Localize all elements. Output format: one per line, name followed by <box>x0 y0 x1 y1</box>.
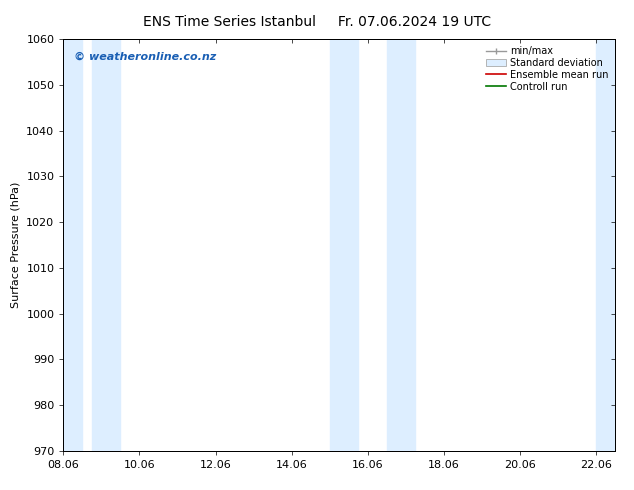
Bar <box>330 39 358 451</box>
Legend: min/max, Standard deviation, Ensemble mean run, Controll run: min/max, Standard deviation, Ensemble me… <box>484 44 610 94</box>
Text: © weatheronline.co.nz: © weatheronline.co.nz <box>74 51 217 62</box>
Bar <box>596 39 615 451</box>
Text: ENS Time Series Istanbul     Fr. 07.06.2024 19 UTC: ENS Time Series Istanbul Fr. 07.06.2024 … <box>143 15 491 29</box>
Bar <box>92 39 120 451</box>
Y-axis label: Surface Pressure (hPa): Surface Pressure (hPa) <box>11 182 21 308</box>
Bar <box>387 39 415 451</box>
Bar <box>63 39 82 451</box>
